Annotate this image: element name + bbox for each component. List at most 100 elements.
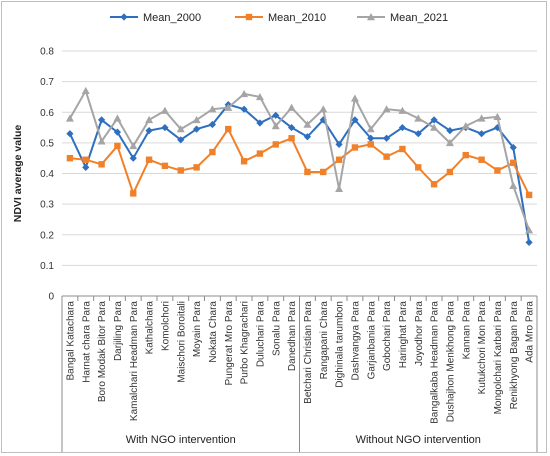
data-point-mean-2010 [66, 154, 74, 162]
data-point-mean-2010 [209, 148, 216, 156]
data-point-mean-2000 [493, 123, 502, 132]
data-point-mean-2000 [351, 116, 359, 124]
x-tick-label: Joyodhor Para [414, 301, 425, 366]
data-point-mean-2021 [350, 94, 359, 102]
x-tick-label: Danedhan Para [287, 301, 298, 371]
series-mean-2021 [65, 86, 534, 234]
x-tick-label: Kutukchori Mon Para [477, 301, 488, 395]
legend-marker [120, 13, 128, 21]
data-point-mean-2021 [192, 115, 201, 124]
data-point-mean-2010 [383, 153, 390, 160]
data-point-mean-2000 [240, 105, 248, 113]
data-point-mean-2021 [255, 92, 264, 101]
y-tick-label: 0 [48, 292, 54, 303]
data-point-mean-2021 [176, 125, 185, 133]
legend: Mean_2000 Mean_2010 Mean_2021 [110, 12, 448, 24]
data-point-mean-2000 [414, 130, 422, 138]
x-tick-label: Darjiling Para [113, 301, 124, 361]
group-labels: With NGO intervention Without NGO interve… [61, 296, 538, 452]
data-point-mean-2021 [160, 106, 169, 114]
data-point-mean-2021 [430, 123, 439, 131]
x-tick-label: Renikhyong Bagan Para [509, 301, 520, 410]
data-point-mean-2010 [367, 141, 374, 148]
x-tick-labels: Bangal Katachara Harnat chara Para Boro Mo… [65, 301, 535, 424]
x-tick-label: Dighinala tarumbon [335, 301, 346, 388]
group-label: Without NGO intervention [356, 434, 481, 446]
data-point-mean-2010 [82, 156, 89, 163]
data-point-mean-2021 [129, 141, 138, 150]
data-point-mean-2010 [145, 156, 153, 163]
data-point-mean-2000 [287, 123, 296, 132]
data-point-mean-2000 [272, 111, 280, 119]
y-tick-label: 0.3 [40, 200, 54, 211]
y-tick-label: 0.8 [40, 47, 54, 58]
data-point-mean-2021 [271, 122, 280, 130]
x-tick-label: Dushajhon Menkhong Para [445, 301, 456, 423]
legend-item-mean-2021: Mean_2021 [357, 12, 448, 24]
x-tick-label: Harnat chara Para [81, 301, 92, 383]
data-point-mean-2021 [477, 114, 486, 122]
data-point-mean-2010 [478, 156, 485, 163]
x-tick-label: Kathalchara [145, 301, 156, 355]
data-point-mean-2000 [398, 123, 407, 132]
data-point-mean-2021 [366, 125, 375, 133]
data-point-mean-2010 [288, 135, 295, 142]
legend-marker [245, 13, 253, 21]
data-point-mean-2010 [494, 167, 501, 174]
data-point-mean-2021 [382, 105, 391, 113]
data-point-mean-2010 [415, 164, 422, 171]
x-tick-label: Moyain Para [192, 301, 203, 358]
data-point-mean-2010 [193, 164, 200, 171]
data-point-mean-2010 [351, 144, 359, 151]
x-tick-label: Rangapani Chara [319, 301, 330, 380]
data-point-mean-2000 [177, 136, 185, 144]
data-point-mean-2021 [319, 105, 328, 113]
x-tick-label: Kannan Para [461, 301, 472, 360]
x-tick-label: Pungerat Mro Para [224, 301, 235, 386]
data-point-mean-2010 [510, 159, 517, 166]
y-tick-label: 0.1 [40, 261, 54, 272]
data-point-mean-2000 [303, 133, 312, 141]
data-point-mean-2010 [304, 168, 311, 176]
data-point-mean-2021 [509, 181, 518, 189]
data-point-mean-2010 [225, 125, 232, 133]
x-tick-label: Komolchori [160, 301, 171, 351]
legend-marker [367, 13, 375, 21]
data-point-mean-2010 [399, 145, 406, 153]
data-point-mean-2000 [367, 134, 375, 142]
data-point-mean-2000 [382, 134, 391, 142]
x-tick-label: Gobochari Para [382, 301, 393, 371]
x-tick-label: Mongolchari Karbari Para [493, 301, 504, 415]
data-point-mean-2000 [335, 140, 343, 149]
data-point-mean-2010 [462, 151, 469, 159]
axes: 0 0.1 0.2 0.3 0.4 0.5 0.6 0.7 0.8 [40, 47, 538, 303]
data-point-mean-2000 [525, 238, 533, 247]
data-point-mean-2021 [224, 103, 233, 111]
x-tick-label: Bangal Katachara [65, 301, 76, 381]
x-tick-label: Kamalchari Headman Para [129, 301, 140, 421]
data-point-mean-2000 [129, 154, 137, 162]
x-tick-label: Maischori Boroitali [176, 301, 187, 383]
data-point-mean-2000 [161, 123, 169, 132]
data-point-mean-2021 [287, 103, 296, 111]
x-tick-label: Garjanbania Para [366, 301, 377, 380]
data-point-mean-2021 [461, 122, 470, 130]
legend-label: Mean_2010 [268, 12, 326, 24]
data-point-mean-2010 [256, 150, 264, 157]
data-point-mean-2000 [477, 130, 486, 138]
x-tick-label: Betchari Christian Para [303, 301, 314, 404]
legend-item-mean-2000: Mean_2000 [110, 12, 201, 24]
data-point-mean-2021 [335, 184, 344, 193]
data-point-mean-2010 [240, 158, 248, 165]
group-label: With NGO intervention [126, 434, 236, 446]
data-point-mean-2000 [66, 130, 74, 138]
y-tick-label: 0.7 [40, 77, 54, 88]
data-point-mean-2021 [493, 112, 502, 121]
legend-item-mean-2010: Mean_2010 [235, 12, 326, 24]
data-point-mean-2010 [320, 168, 327, 176]
data-point-mean-2021 [97, 137, 106, 145]
y-tick-label: 0.2 [40, 230, 54, 241]
data-point-mean-2010 [177, 167, 184, 174]
